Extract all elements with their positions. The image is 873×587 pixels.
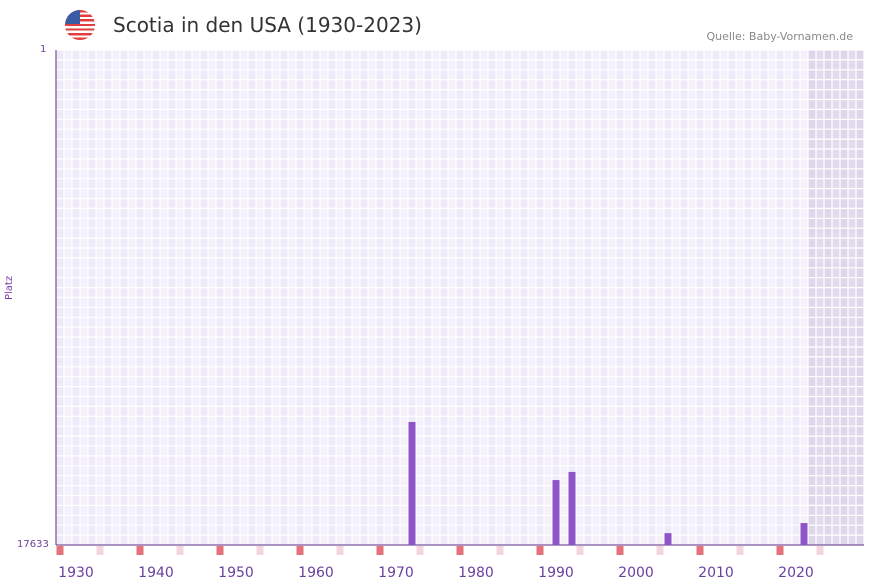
decade-marker (696, 546, 704, 555)
half-decade-marker (736, 546, 744, 555)
y-tick-top: 1 (40, 44, 47, 55)
decade-marker (456, 546, 464, 555)
source-label: Quelle: Baby-Vornamen.de (706, 30, 853, 43)
x-tick-label: 2000 (618, 565, 654, 581)
half-decade-marker (656, 546, 664, 555)
x-tick-label: 1930 (58, 565, 94, 581)
bar-1972 (408, 421, 416, 545)
bar-1990 (552, 480, 560, 545)
half-decade-marker (176, 546, 184, 555)
us-flag-icon (65, 10, 95, 40)
x-tick-label: 2020 (778, 565, 814, 581)
half-decade-marker (256, 546, 264, 555)
decade-marker (136, 546, 144, 555)
decade-marker (216, 546, 224, 555)
x-tick-label: 1960 (298, 565, 334, 581)
x-tick-label: 1940 (138, 565, 174, 581)
half-decade-marker (816, 546, 824, 555)
decade-marker (296, 546, 304, 555)
x-tick-label: 1980 (458, 565, 494, 581)
decade-marker (376, 546, 384, 555)
bar-2021 (800, 523, 808, 545)
decade-marker (56, 546, 64, 555)
decade-marker (616, 546, 624, 555)
half-decade-marker (496, 546, 504, 555)
x-tick-label: 2010 (698, 565, 734, 581)
bar-1992 (568, 471, 576, 545)
half-decade-marker (576, 546, 584, 555)
bar-2004 (664, 533, 672, 545)
x-tick-label: 1970 (378, 565, 414, 581)
half-decade-marker (96, 546, 104, 555)
chart-title: Scotia in den USA (1930-2023) (113, 13, 422, 37)
x-tick-label: 1990 (538, 565, 574, 581)
y-tick-bottom: 17633 (17, 539, 49, 550)
half-decade-marker (416, 546, 424, 555)
decade-marker (536, 546, 544, 555)
half-decade-marker (336, 546, 344, 555)
decade-marker (776, 546, 784, 555)
x-tick-label: 1950 (218, 565, 254, 581)
